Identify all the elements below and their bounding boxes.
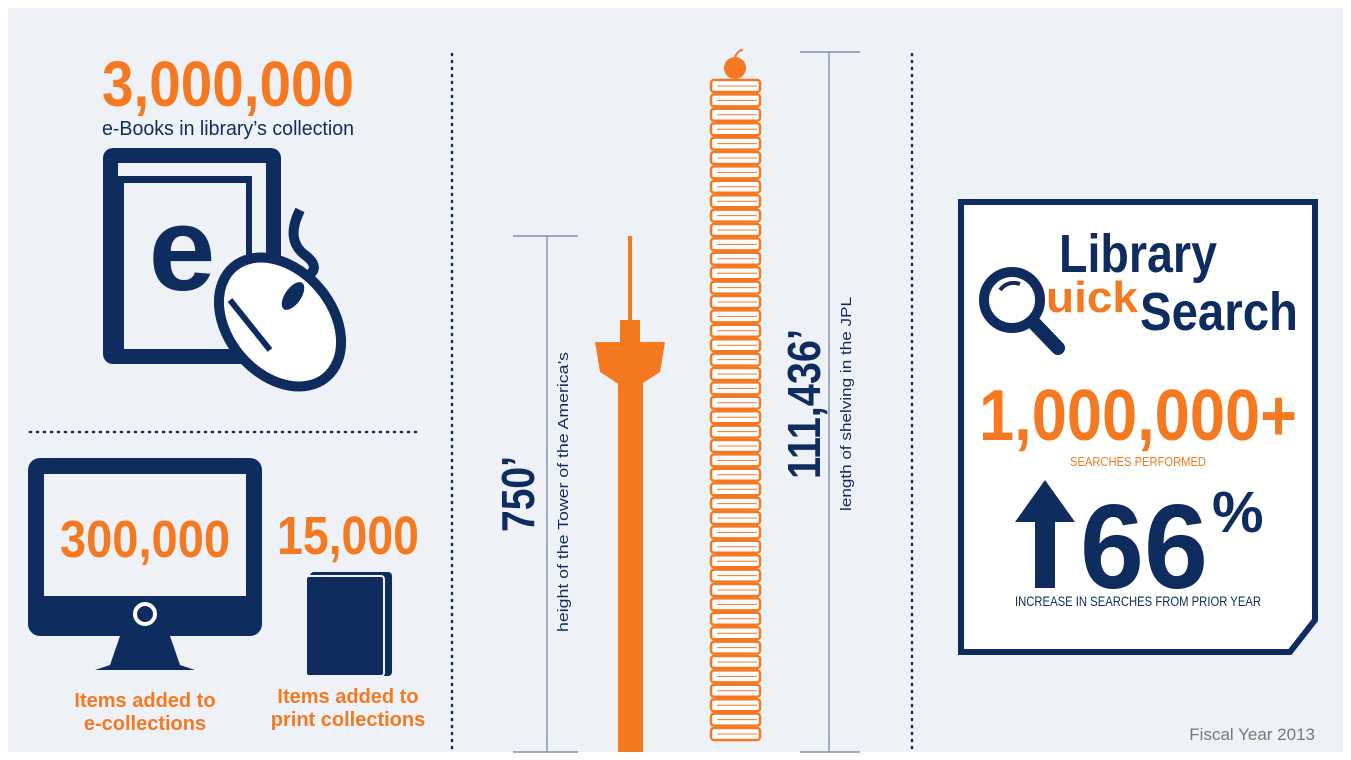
quicksearch-title: uick <box>1046 273 1139 322</box>
magnifier-lens <box>979 267 1045 333</box>
book-icon <box>305 572 392 677</box>
tower-shaft <box>618 380 643 752</box>
monitor-icon <box>28 458 262 670</box>
shelving-label: length of shelving in the JPL <box>838 297 855 511</box>
mouse-split <box>227 298 273 352</box>
tower-label: height of the Tower of the America’s <box>555 352 572 632</box>
increase-unit: % <box>1212 480 1264 545</box>
tower-top <box>620 320 640 342</box>
quicksearch-title: Library <box>1059 224 1217 284</box>
ebook-letter: e <box>149 182 216 316</box>
tower-height: 750’ <box>492 456 544 532</box>
apple-stem <box>734 49 744 58</box>
tower-antenna <box>628 236 632 326</box>
shelving-scale <box>800 51 860 753</box>
mouse <box>213 252 347 392</box>
magnifier-handle <box>1026 315 1065 355</box>
magnifier-glint <box>998 280 1021 292</box>
searches-count: 1,000,000+ <box>979 376 1297 456</box>
magnifier-q <box>979 267 1065 355</box>
footer: Fiscal Year 2013 <box>1189 725 1315 744</box>
monitor-stand <box>95 636 195 670</box>
quicksearch-title: Search <box>1140 282 1298 342</box>
print-collections-label: Items added to <box>277 686 418 708</box>
increase-value: 66 <box>1080 480 1208 614</box>
mouse-wheel <box>281 282 305 310</box>
print-collections-count: 15,000 <box>277 506 419 566</box>
apple <box>724 57 746 79</box>
tower-icon <box>595 236 665 752</box>
print-collections-label: print collections <box>271 709 425 731</box>
ebook-icon: e <box>103 148 347 392</box>
monitor-button <box>133 602 157 626</box>
tower-pod <box>595 342 665 385</box>
tower-scale <box>513 235 578 753</box>
e-collections-label: Items added to <box>74 690 215 712</box>
increase-arrow <box>1015 480 1075 588</box>
increase-label: INCREASE IN SEARCHES FROM PRIOR YEAR <box>1015 593 1261 609</box>
ebooks-label: e-Books in library’s collection <box>102 118 354 140</box>
searches-label: SEARCHES PERFORMED <box>1070 454 1206 469</box>
e-collections-count: 300,000 <box>60 511 230 569</box>
shelving-length: 111,436’ <box>778 329 830 479</box>
e-collections-label: e-collections <box>84 713 206 735</box>
book-stack <box>709 49 762 742</box>
monitor-screen <box>44 474 246 596</box>
ebooks-count: 3,000,000 <box>102 48 354 120</box>
book-cover <box>305 575 385 677</box>
